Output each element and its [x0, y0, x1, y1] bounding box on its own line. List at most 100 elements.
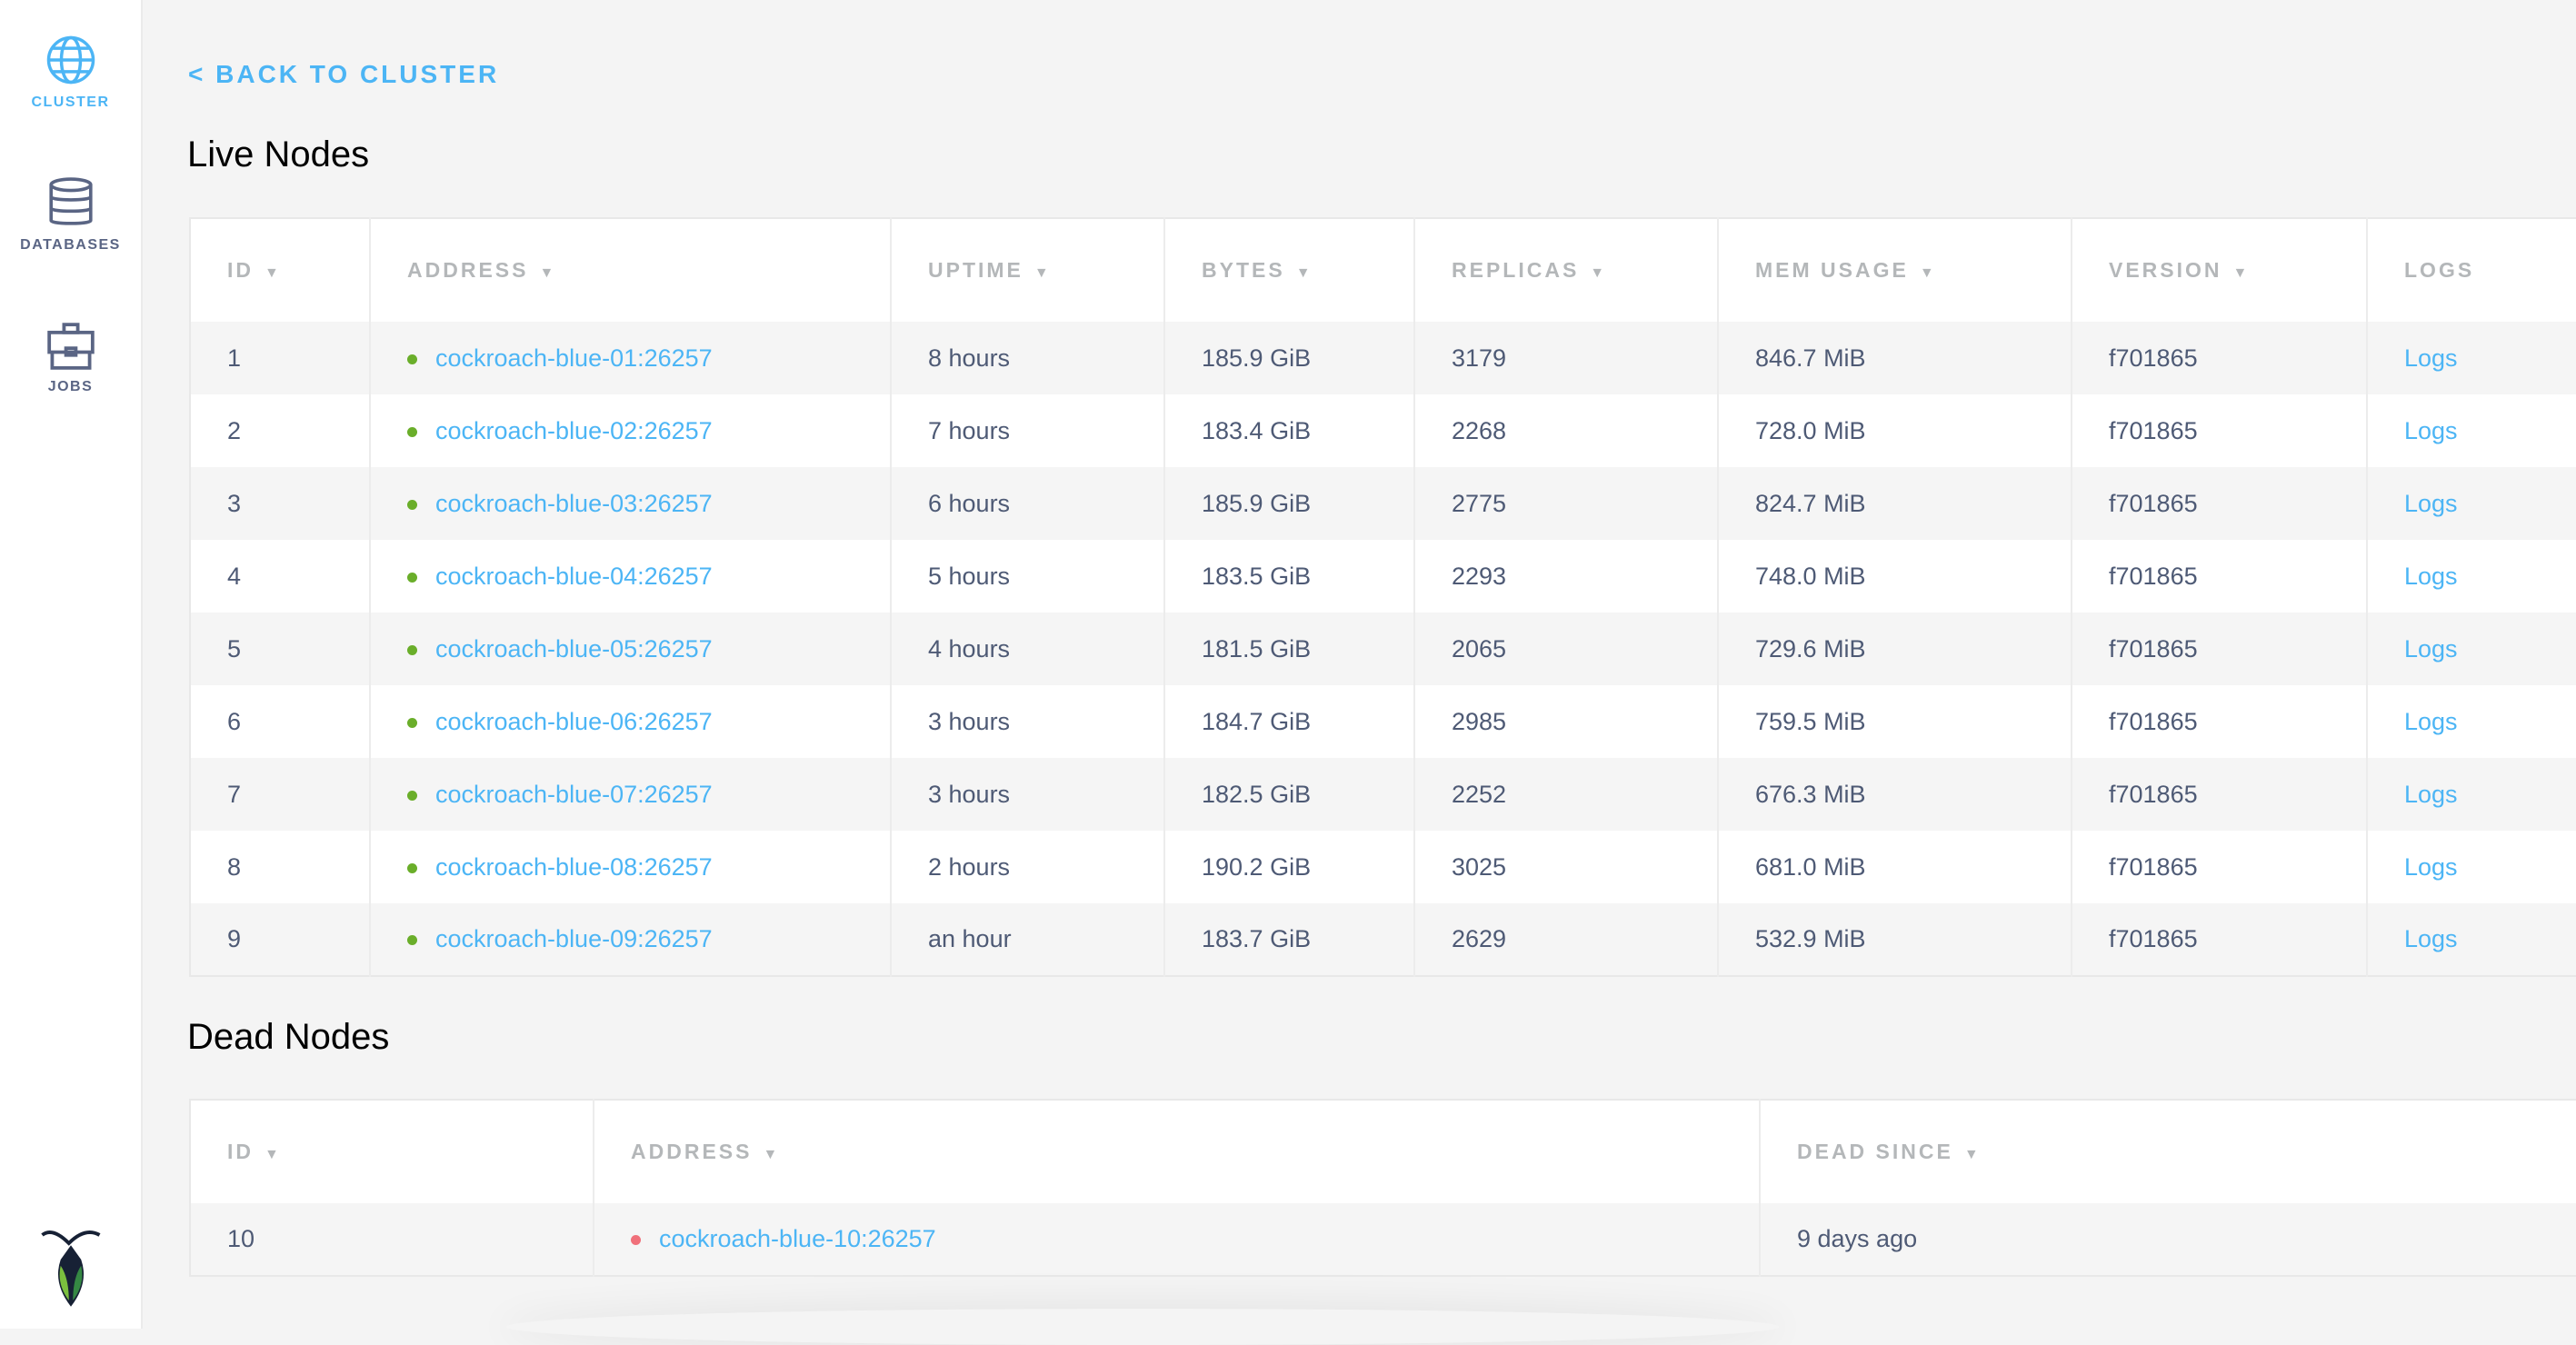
mem-usage-value: 681.0 MiB: [1755, 853, 1866, 881]
column-header-replicas[interactable]: REPLICAS▼: [1414, 218, 1718, 322]
sort-arrow-icon[interactable]: ▼: [1034, 265, 1052, 281]
uptime-cell: 7 hours: [891, 394, 1164, 467]
address-link[interactable]: cockroach-blue-07:26257: [435, 781, 713, 808]
sort-arrow-icon[interactable]: ▼: [265, 1147, 282, 1162]
address-link[interactable]: cockroach-blue-01:26257: [435, 344, 713, 372]
logs-cell: Logs: [2367, 394, 2576, 467]
uptime-cell: 4 hours: [891, 613, 1164, 685]
mem-usage-cell: 728.0 MiB: [1718, 394, 2072, 467]
logs-link[interactable]: Logs: [2404, 781, 2458, 808]
mem-usage-cell: 729.6 MiB: [1718, 613, 2072, 685]
replicas-cell: 2065: [1414, 613, 1718, 685]
address-link[interactable]: cockroach-blue-05:26257: [435, 635, 713, 663]
logs-cell: Logs: [2367, 758, 2576, 831]
column-header-label: BYTES: [1202, 258, 1285, 282]
bytes-cell: 181.5 GiB: [1164, 613, 1414, 685]
version-value: f701865: [2109, 853, 2198, 881]
replicas-value: 2252: [1452, 781, 1506, 808]
logs-link[interactable]: Logs: [2404, 925, 2458, 952]
version-value: f701865: [2109, 563, 2198, 590]
column-header-id[interactable]: ID▼: [190, 218, 370, 322]
sort-arrow-icon[interactable]: ▼: [1296, 265, 1313, 281]
sort-arrow-icon[interactable]: ▼: [2233, 265, 2251, 281]
version-cell: f701865: [2072, 467, 2367, 540]
logs-cell: Logs: [2367, 540, 2576, 613]
uptime-cell: 6 hours: [891, 467, 1164, 540]
column-header-dead-since[interactable]: DEAD SINCE▼: [1760, 1100, 2576, 1203]
id-cell: 9: [190, 903, 370, 976]
logs-link[interactable]: Logs: [2404, 417, 2458, 444]
bytes-cell: 183.5 GiB: [1164, 540, 1414, 613]
back-to-cluster-link[interactable]: < BACK TO CLUSTER: [188, 60, 499, 89]
replicas-cell: 3179: [1414, 322, 1718, 394]
address-cell: cockroach-blue-08:26257: [370, 831, 891, 903]
sort-arrow-icon[interactable]: ▼: [763, 1147, 780, 1162]
logs-link[interactable]: Logs: [2404, 853, 2458, 881]
id-cell: 2: [190, 394, 370, 467]
sort-arrow-icon[interactable]: ▼: [1964, 1147, 1982, 1162]
address-link[interactable]: cockroach-blue-02:26257: [435, 417, 713, 444]
status-dot-icon: [407, 427, 417, 437]
logs-link[interactable]: Logs: [2404, 344, 2458, 372]
address-link[interactable]: cockroach-blue-04:26257: [435, 563, 713, 590]
column-header-logs: LOGS: [2367, 218, 2576, 322]
column-header-address[interactable]: ADDRESS▼: [594, 1100, 1760, 1203]
sidebar-item-databases[interactable]: DATABASES: [0, 177, 141, 254]
logs-link[interactable]: Logs: [2404, 708, 2458, 735]
column-header-label: MEM USAGE: [1755, 258, 1909, 282]
address-link[interactable]: cockroach-blue-09:26257: [435, 925, 713, 952]
address-link[interactable]: cockroach-blue-10:26257: [659, 1225, 936, 1252]
column-header-id[interactable]: ID▼: [190, 1100, 594, 1203]
bytes-value: 185.9 GiB: [1202, 490, 1311, 517]
replicas-cell: 2985: [1414, 685, 1718, 758]
sort-arrow-icon[interactable]: ▼: [1590, 265, 1607, 281]
logs-link[interactable]: Logs: [2404, 490, 2458, 517]
column-header-bytes[interactable]: BYTES ▼: [1164, 218, 1414, 322]
sort-arrow-icon[interactable]: ▼: [1920, 265, 1937, 281]
column-header-uptime[interactable]: UPTIME▼: [891, 218, 1164, 322]
logs-link[interactable]: Logs: [2404, 635, 2458, 663]
address-link[interactable]: cockroach-blue-06:26257: [435, 708, 713, 735]
id-value: 1: [227, 344, 241, 372]
address-link[interactable]: cockroach-blue-03:26257: [435, 490, 713, 517]
replicas-value: 3179: [1452, 344, 1506, 372]
sidebar: CLUSTER DATABASES JOBS: [0, 0, 143, 1329]
bytes-cell: 182.5 GiB: [1164, 758, 1414, 831]
logs-link[interactable]: Logs: [2404, 563, 2458, 590]
cockroach-logo-icon[interactable]: [35, 1227, 107, 1309]
table-row: 3 cockroach-blue-03:26257 6 hours 185.9 GiB…: [190, 467, 2576, 540]
version-value: f701865: [2109, 708, 2198, 735]
replicas-value: 2268: [1452, 417, 1506, 444]
sort-arrow-icon[interactable]: ▼: [265, 265, 282, 281]
column-header-mem-usage[interactable]: MEM USAGE ▼: [1718, 218, 2072, 322]
id-value: 2: [227, 417, 241, 444]
bytes-cell: 184.7 GiB: [1164, 685, 1414, 758]
mem-usage-cell: 748.0 MiB: [1718, 540, 2072, 613]
status-dot-icon: [407, 573, 417, 583]
logs-cell: Logs: [2367, 831, 2576, 903]
bytes-value: 190.2 GiB: [1202, 853, 1311, 881]
status-dot-icon: [407, 935, 417, 945]
sidebar-item-cluster[interactable]: CLUSTER: [0, 35, 141, 111]
version-cell: f701865: [2072, 322, 2367, 394]
bottom-shadow: [506, 1309, 1779, 1345]
column-header-version[interactable]: VERSION▼: [2072, 218, 2367, 322]
id-value: 9: [227, 925, 241, 952]
column-header-address[interactable]: ADDRESS▼: [370, 218, 891, 322]
bytes-cell: 183.4 GiB: [1164, 394, 1414, 467]
mem-usage-value: 728.0 MiB: [1755, 417, 1866, 444]
sidebar-item-jobs[interactable]: JOBS: [0, 323, 141, 395]
address-cell: cockroach-blue-09:26257: [370, 903, 891, 976]
bytes-value: 185.9 GiB: [1202, 344, 1311, 372]
dead-nodes-title: Dead Nodes: [187, 1017, 389, 1058]
id-cell: 1: [190, 322, 370, 394]
dead-since-cell: 9 days ago: [1760, 1203, 2576, 1276]
address-link[interactable]: cockroach-blue-08:26257: [435, 853, 713, 881]
mem-usage-value: 759.5 MiB: [1755, 708, 1866, 735]
sort-arrow-icon[interactable]: ▼: [539, 265, 556, 281]
id-cell: 3: [190, 467, 370, 540]
status-dot-icon: [407, 718, 417, 728]
